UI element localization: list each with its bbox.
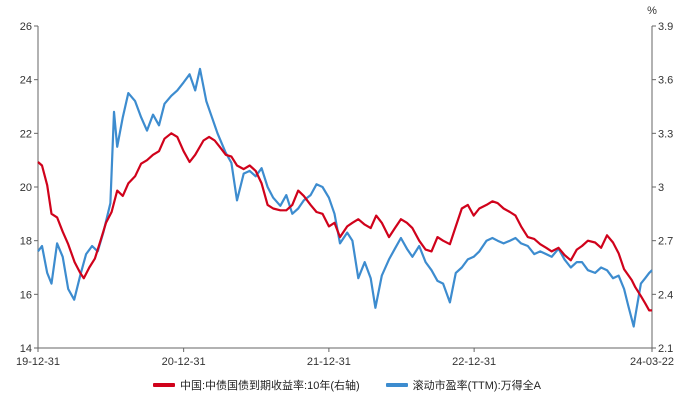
x-axis-ticks: 19-12-31 20-12-31 21-12-31 22-12-31 24-03-22: [16, 348, 674, 368]
chart-axes: [37, 26, 653, 349]
legend-swatch-pe-ratio: [385, 383, 408, 387]
right-tick-label: 3.3: [658, 128, 673, 140]
legend-label-pe-ratio: 滚动市盈率(TTM):万得全A: [412, 380, 541, 392]
legend-label-bond-yield: 中国:中债国债到期收益率:10年(右轴): [179, 380, 360, 392]
series-line-bond-yield: [37, 132, 652, 312]
right-tick-label: 3.9: [658, 21, 673, 33]
series-line-pe-ratio: [37, 67, 653, 328]
left-tick-label: 22: [20, 128, 32, 140]
right-tick-label: 2.4: [658, 289, 673, 301]
legend-item-pe-ratio[interactable]: 滚动市盈率(TTM):万得全A: [385, 377, 541, 393]
left-tick-label: 16: [20, 289, 32, 301]
x-tick-label: 20-12-31: [162, 356, 206, 368]
legend-item-bond-yield[interactable]: 中国:中债国债到期收益率:10年(右轴): [152, 377, 360, 393]
x-tick-label: 19-12-31: [16, 356, 60, 368]
right-tick-label: 2.7: [658, 236, 673, 248]
legend-swatch-bond-yield: [152, 383, 175, 387]
left-tick-label: 20: [20, 182, 32, 194]
left-tick-label: 24: [20, 75, 32, 87]
left-axis-ticks: 14 16 18 20 22 24 26: [20, 21, 38, 355]
chart-legend: 中国:中债国债到期收益率:10年(右轴) 滚动市盈率(TTM):万得全A: [0, 376, 694, 394]
x-tick-label: 21-12-31: [307, 356, 351, 368]
right-tick-label: 3: [658, 182, 664, 194]
right-axis-unit: %: [647, 5, 657, 17]
x-tick-label: 22-12-31: [452, 356, 496, 368]
left-tick-label: 18: [20, 236, 32, 248]
right-axis-ticks: 2.1 2.4 2.7 3 3.3 3.6 3.9: [652, 21, 673, 355]
right-tick-label: 3.6: [658, 75, 673, 87]
left-tick-label: 14: [20, 343, 32, 355]
left-tick-label: 26: [20, 21, 32, 33]
x-tick-label: 24-03-22: [630, 356, 674, 368]
right-tick-label: 2.1: [658, 343, 673, 355]
chart-series: [37, 67, 653, 328]
